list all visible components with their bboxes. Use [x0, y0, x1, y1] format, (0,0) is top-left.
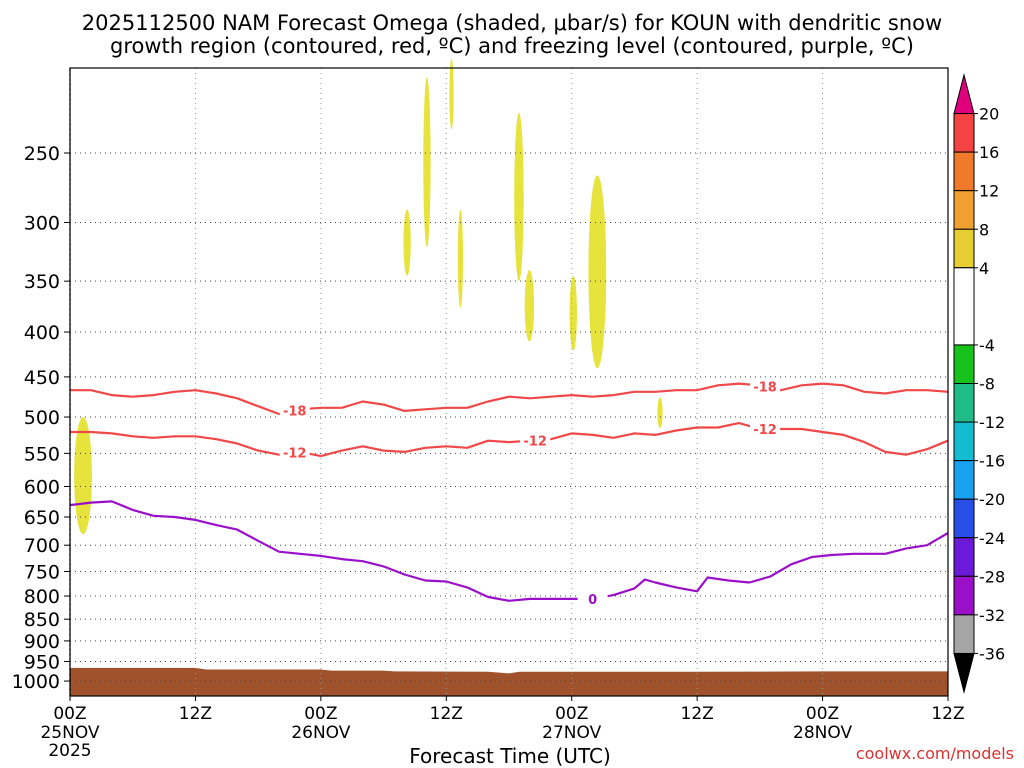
x-tick-year-label: 2025	[48, 741, 91, 761]
y-tick-label: 650	[24, 507, 60, 529]
omega-shaded-area	[524, 270, 535, 342]
colorbar-tick-label: -4	[979, 336, 995, 355]
omega-shaded-area	[74, 417, 92, 535]
x-tick-time-label: 12Z	[179, 704, 212, 724]
colorbar-top-arrow	[953, 73, 975, 115]
contour-label-background	[750, 421, 781, 438]
y-tick-label: 900	[24, 631, 60, 653]
colorbar-tick-label: -24	[979, 529, 1005, 548]
omega-shaded-area	[588, 175, 607, 369]
colorbar-swatch	[953, 383, 975, 423]
contour-label-background	[279, 402, 310, 419]
contour-label: 0	[588, 593, 597, 608]
y-tick-label: 500	[24, 407, 60, 429]
colorbar-tick-label: -12	[979, 413, 1005, 432]
y-tick-label: 600	[24, 476, 60, 498]
y-tick-label: 550	[24, 443, 60, 465]
colorbar-swatch	[953, 190, 975, 230]
contour-label: -18	[753, 381, 777, 396]
colorbar-swatch	[953, 537, 975, 577]
omega-shaded-area	[457, 209, 464, 308]
y-tick-label: 800	[24, 586, 60, 608]
colorbar-swatch	[953, 228, 975, 269]
contour-label: -12	[283, 447, 307, 462]
x-tick-time-label: 00Z	[53, 704, 86, 724]
x-tick-date-label: 28NOV	[793, 723, 852, 743]
contour-label-background	[750, 378, 781, 395]
y-tick-label: 450	[24, 367, 60, 389]
surface-terrain-fill	[70, 667, 948, 696]
colorbar-swatch	[953, 151, 975, 192]
x-tick-date-label: 27NOV	[542, 723, 601, 743]
x-tick-time-label: 00Z	[304, 704, 337, 724]
y-tick-label: 350	[24, 271, 60, 293]
y-tick-label: 250	[24, 143, 60, 165]
y-tick-label: 950	[24, 652, 60, 674]
colorbar-tick-label: -16	[979, 452, 1005, 471]
contour-label-background	[520, 432, 551, 449]
contour-label: -12	[753, 423, 777, 438]
axes: 2503003504004505005506006507007508008509…	[12, 67, 965, 761]
colorbar-swatch	[953, 460, 975, 500]
contour-line	[70, 382, 949, 416]
colorbar-tick-label: 20	[979, 105, 999, 124]
colorbar-bottom-arrow	[953, 652, 975, 694]
omega-shaded-area	[657, 397, 663, 429]
omega-shaded-area	[514, 112, 524, 282]
colorbar-swatch	[953, 614, 975, 654]
contour-line	[69, 500, 949, 602]
omega-shaded-area	[449, 58, 454, 130]
colorbar-tick-label: -28	[979, 567, 1005, 586]
contour-lines: -18 -18 -12 -12 -12 0	[69, 378, 949, 608]
contour-label: -12	[523, 434, 547, 449]
y-tick-label: 850	[24, 609, 60, 631]
colorbar-swatch	[953, 575, 975, 616]
colorbar-tick-label: 12	[979, 182, 999, 201]
colorbar-tick-label: -32	[979, 606, 1005, 625]
y-tick-label: 700	[24, 535, 60, 557]
x-tick-time-label: 00Z	[555, 704, 588, 724]
y-tick-label: 750	[24, 561, 60, 583]
colorbar-tick-label: -20	[979, 490, 1005, 509]
colorbar: 20 16 12 8 4 -4 -8 -12 -16 -20 -24 -28 -32 -36	[953, 73, 1005, 694]
x-tick-time-label: 12Z	[931, 704, 964, 724]
y-tick-label: 300	[24, 212, 60, 234]
y-tick-label: 1000	[12, 671, 60, 693]
contour-label: -18	[283, 404, 307, 419]
omega-shaded-area	[569, 275, 577, 351]
omega-shaded-area	[423, 77, 431, 248]
chart-title-line-1: 2025112500 NAM Forecast Omega (shaded, μ…	[82, 11, 942, 35]
colorbar-swatch	[953, 344, 975, 384]
watermark: coolwx.com/models	[856, 744, 1014, 763]
x-tick-time-label: 12Z	[681, 704, 714, 724]
colorbar-tick-label: -8	[979, 375, 995, 394]
colorbar-tick-label: 16	[979, 143, 999, 162]
plot-frame	[69, 67, 949, 697]
colorbar-swatch	[953, 498, 975, 539]
colorbar-swatch	[953, 267, 975, 346]
x-tick-date-label: 26NOV	[291, 723, 350, 743]
x-axis-title: Forecast Time (UTC)	[409, 744, 611, 768]
contour-label-background	[279, 444, 310, 461]
colorbar-tick-label: -36	[979, 644, 1005, 663]
chart-title-line-2: growth region (contoured, red, ºC) and f…	[110, 34, 914, 58]
x-tick-time-label: 12Z	[430, 704, 463, 724]
colorbar-swatch	[953, 113, 975, 153]
contour-label-background	[577, 590, 608, 607]
colorbar-tick-label: 4	[979, 259, 989, 278]
colorbar-swatch	[953, 421, 975, 462]
colorbar-tick-label: 8	[979, 220, 989, 239]
plot-area	[70, 58, 948, 696]
y-tick-label: 400	[24, 322, 60, 344]
x-tick-date-label: 25NOV	[40, 723, 99, 743]
omega-shaded-area	[403, 209, 411, 276]
contour-line	[70, 422, 949, 458]
x-tick-time-label: 00Z	[806, 704, 839, 724]
